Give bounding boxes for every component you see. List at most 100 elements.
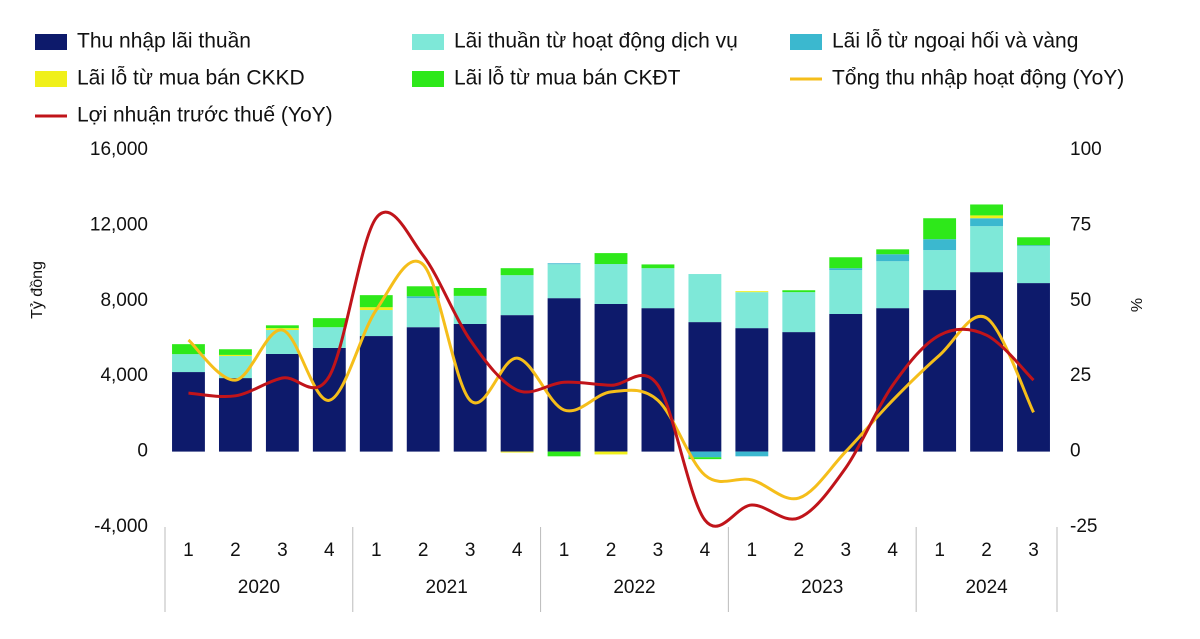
x-tick-label: 3 [465, 540, 476, 561]
bar [829, 270, 863, 314]
bar [406, 298, 440, 328]
bar [453, 287, 487, 296]
bar [688, 451, 722, 458]
legend-swatch [35, 71, 67, 87]
x-tick-label: 2 [794, 540, 805, 561]
bar [782, 332, 816, 452]
bar [500, 275, 534, 316]
bar [876, 254, 910, 262]
bar [547, 298, 581, 452]
bar [500, 268, 534, 276]
legend-label: Lãi lỗ từ ngoại hối và vàng [832, 30, 1078, 53]
bar [735, 292, 769, 329]
x-tick-label: 1 [934, 540, 945, 561]
x-tick-label: 1 [183, 540, 194, 561]
x-tick-label: 3 [1028, 540, 1039, 561]
bar [876, 249, 910, 255]
y-tick-label: 0 [137, 441, 148, 462]
y2-tick-label: 100 [1070, 139, 1102, 160]
x-tick-label: 3 [653, 540, 664, 561]
bar [641, 308, 675, 452]
x-tick-label: 2 [230, 540, 241, 561]
bar [218, 349, 252, 355]
x-group-label: 2024 [965, 577, 1008, 598]
bar [406, 327, 440, 452]
bar [782, 290, 816, 293]
bar [829, 257, 863, 269]
bar [218, 354, 252, 357]
y2-tick-label: 75 [1070, 214, 1091, 235]
bar [688, 457, 722, 460]
x-tick-label: 4 [324, 540, 335, 561]
legend-swatch [412, 34, 444, 50]
x-tick-label: 2 [981, 540, 992, 561]
y-tick-label: -4,000 [94, 516, 148, 537]
x-group-label: 2022 [613, 577, 655, 598]
legend-label: Lãi lỗ từ mua bán CKĐT [454, 67, 681, 90]
x-tick-label: 3 [840, 540, 851, 561]
legend-label: Thu nhập lãi thuần [77, 30, 251, 53]
bar [688, 274, 722, 323]
bar [970, 215, 1004, 219]
x-tick-label: 1 [747, 540, 758, 561]
bar [876, 261, 910, 309]
y2-tick-label: 50 [1070, 290, 1091, 311]
x-tick-label: 1 [559, 540, 570, 561]
bar [359, 336, 393, 452]
bar [829, 268, 863, 271]
bar [218, 378, 252, 452]
y-tick-label: 16,000 [90, 139, 148, 160]
x-group-label: 2023 [801, 577, 843, 598]
legend-label: Lãi thuần từ hoạt động dịch vụ [454, 30, 738, 53]
bar [641, 268, 675, 309]
y-tick-label: 12,000 [90, 214, 148, 235]
bar [735, 328, 769, 452]
bar [735, 291, 769, 293]
bar [876, 308, 910, 452]
x-tick-label: 2 [606, 540, 617, 561]
y2-tick-label: 25 [1070, 365, 1091, 386]
y-axis-label: Tỷ đồng [29, 261, 46, 319]
y-tick-label: 8,000 [100, 290, 148, 311]
bar [1017, 237, 1050, 246]
bar [923, 250, 957, 291]
bar [970, 272, 1004, 452]
x-tick-label: 4 [700, 540, 711, 561]
bar [172, 344, 205, 355]
bar [547, 264, 581, 299]
y2-axis-label: % [1129, 298, 1146, 312]
bar [547, 451, 581, 457]
bar [406, 286, 440, 297]
bar [312, 318, 346, 328]
bar [594, 253, 628, 265]
legend-label: Tổng thu nhập hoạt động (YoY) [832, 67, 1124, 90]
bar [970, 204, 1004, 216]
bar [547, 263, 581, 265]
x-tick-label: 4 [887, 540, 898, 561]
x-tick-label: 2 [418, 540, 429, 561]
bar [172, 372, 205, 452]
bar [923, 218, 957, 240]
bar [218, 356, 252, 379]
legend-label: Lãi lỗ từ mua bán CKKD [77, 67, 305, 90]
bar [312, 327, 346, 348]
x-tick-label: 4 [512, 540, 523, 561]
bar [172, 354, 205, 373]
bar [829, 313, 863, 452]
line [187, 259, 1035, 501]
legend-label: Lợi nhuận trước thuế (YoY) [77, 104, 333, 127]
bar [594, 264, 628, 305]
bar [923, 290, 957, 452]
bar [782, 292, 816, 333]
legend-swatch [790, 34, 822, 50]
bar [594, 451, 628, 455]
line [188, 210, 1035, 528]
bar [735, 451, 769, 457]
bar [453, 323, 487, 452]
y2-tick-label: -25 [1070, 516, 1097, 537]
y-tick-label: 4,000 [100, 365, 148, 386]
x-tick-label: 1 [371, 540, 382, 561]
bar [265, 325, 299, 329]
bar [688, 322, 722, 452]
